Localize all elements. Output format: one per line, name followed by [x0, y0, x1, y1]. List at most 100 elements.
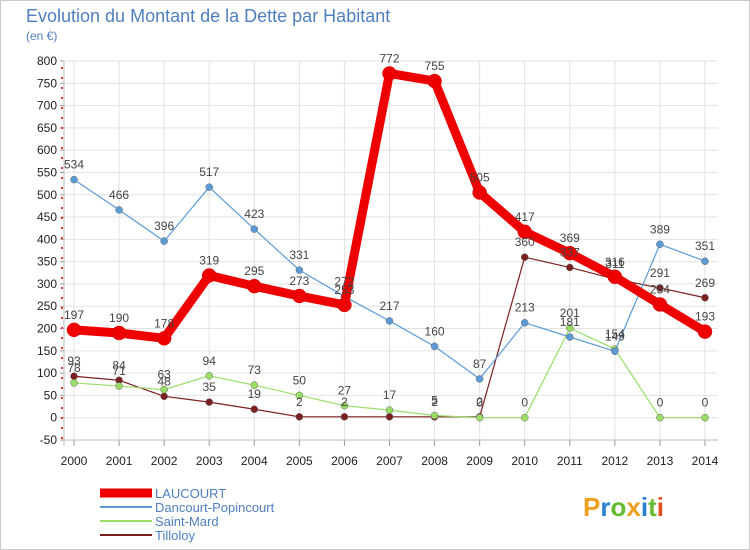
- axis-dash-mark: [61, 207, 63, 209]
- axis-dash-mark: [61, 297, 63, 299]
- data-point: [66, 322, 82, 338]
- logo-letter: i: [657, 492, 664, 522]
- y-tick-label: 500: [37, 188, 57, 202]
- axis-dash-mark: [61, 417, 63, 419]
- data-point: [247, 278, 262, 294]
- axis-dash-mark: [61, 257, 63, 259]
- data-point: [385, 317, 394, 325]
- data-point: [337, 297, 352, 313]
- proxiti-logo: Proxiti: [583, 492, 664, 522]
- data-label: 772: [379, 51, 399, 65]
- data-point: [201, 268, 217, 283]
- data-point: [697, 324, 713, 339]
- axis-dash-mark: [61, 217, 63, 219]
- data-point: [562, 245, 578, 261]
- data-point: [656, 413, 664, 422]
- x-tick-label: 2012: [602, 454, 629, 468]
- data-label: 94: [203, 354, 217, 368]
- data-label: 27: [338, 384, 352, 398]
- x-tick-label: 2007: [376, 454, 403, 468]
- data-point: [156, 331, 172, 346]
- data-point: [250, 225, 259, 233]
- data-point: [382, 66, 397, 81]
- data-point: [611, 347, 619, 356]
- data-point: [160, 392, 168, 401]
- data-label: 35: [203, 380, 217, 394]
- legend: LAUCOURTDancourt-PopincourtSaint-MardTil…: [100, 486, 275, 543]
- x-tick-label: 2001: [106, 454, 133, 468]
- data-label: 154: [605, 327, 625, 341]
- y-tick-label: 0: [50, 411, 57, 425]
- axis-dash-mark: [61, 247, 63, 249]
- data-label: 389: [650, 222, 670, 236]
- data-point: [295, 266, 304, 274]
- x-tick-label: 2010: [511, 454, 538, 468]
- x-tick-label: 2000: [61, 454, 88, 468]
- axis-dash-mark: [61, 387, 63, 389]
- axis-dash-mark: [61, 187, 63, 189]
- axis-dash-mark: [61, 137, 63, 139]
- data-label: 197: [64, 308, 84, 322]
- y-tick-label: 300: [37, 277, 57, 291]
- y-tick-label: 200: [37, 322, 57, 336]
- data-point: [160, 237, 168, 245]
- logo-letter: t: [648, 492, 657, 522]
- data-point: [475, 375, 484, 383]
- y-tick-label: 650: [37, 121, 57, 135]
- data-point: [652, 297, 668, 312]
- data-point: [115, 206, 123, 214]
- logo-letter: r: [600, 492, 610, 522]
- axis-dash-mark: [61, 87, 63, 89]
- data-label: 160: [425, 324, 445, 338]
- data-label: 217: [379, 299, 399, 313]
- x-tick-label: 2005: [286, 454, 313, 468]
- data-point: [701, 257, 709, 265]
- axes: -500501001502002503003504004505005506006…: [37, 54, 719, 468]
- data-label: 2: [476, 395, 483, 409]
- data-point: [520, 253, 529, 261]
- data-point: [520, 413, 529, 422]
- data-label: 534: [64, 158, 84, 172]
- data-point: [566, 324, 574, 332]
- data-label: 178: [154, 316, 174, 330]
- data-point: [566, 263, 574, 272]
- axis-dash-mark: [61, 237, 63, 239]
- data-point: [115, 382, 123, 390]
- data-point: [295, 391, 304, 400]
- data-label: 331: [289, 248, 309, 262]
- y-tick-label: 550: [37, 165, 57, 179]
- axis-dash-mark: [61, 307, 63, 309]
- data-point: [111, 325, 127, 341]
- data-point: [430, 342, 439, 351]
- axis-dash-mark: [61, 157, 63, 159]
- axis-dash-mark: [61, 397, 63, 399]
- y-tick-label: 250: [37, 299, 57, 313]
- axis-dash-mark: [61, 67, 63, 69]
- x-tick-label: 2011: [557, 454, 583, 468]
- y-tick-label: 400: [37, 232, 57, 246]
- data-label: 0: [702, 396, 709, 410]
- x-tick-label: 2014: [692, 454, 719, 468]
- legend-label: Tilloloy: [155, 528, 195, 543]
- data-label: 5: [431, 393, 438, 407]
- data-label: 93: [67, 354, 81, 368]
- axis-dash-mark: [61, 367, 63, 369]
- x-tick-label: 2002: [151, 454, 178, 468]
- axis-dash-mark: [61, 347, 63, 349]
- data-point: [70, 379, 78, 387]
- axis-dash-mark: [61, 77, 63, 79]
- data-point: [472, 185, 487, 200]
- plot-area: [64, 61, 718, 440]
- axis-dash-mark: [61, 267, 63, 269]
- axis-dash-mark: [61, 197, 63, 199]
- data-label: 84: [112, 358, 126, 372]
- data-point: [250, 405, 259, 413]
- y-tick-label: 100: [37, 366, 57, 380]
- logo-letter: x: [626, 492, 641, 522]
- data-label: 360: [515, 235, 535, 249]
- logo-letter: P: [583, 492, 600, 522]
- x-tick-label: 2003: [196, 454, 223, 468]
- data-point: [205, 372, 213, 380]
- y-tick-label: 350: [37, 255, 57, 269]
- x-tick-label: 2013: [647, 454, 674, 468]
